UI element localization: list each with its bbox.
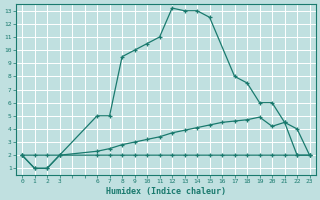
X-axis label: Humidex (Indice chaleur): Humidex (Indice chaleur)	[106, 187, 226, 196]
